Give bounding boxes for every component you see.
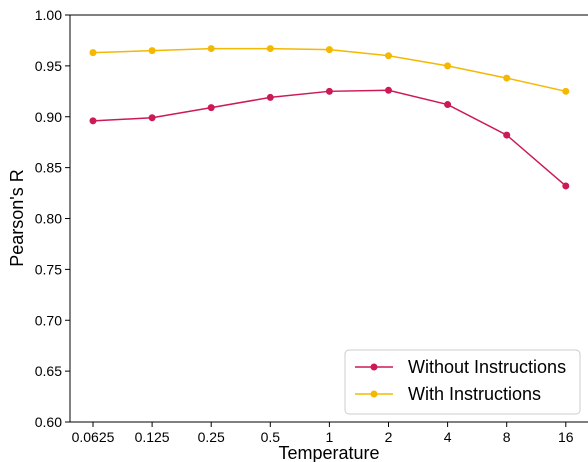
data-point-with-instructions bbox=[148, 47, 156, 55]
x-tick-label: 0.0625 bbox=[72, 429, 115, 445]
x-tick-label: 0.125 bbox=[135, 429, 170, 445]
data-point-with-instructions bbox=[89, 49, 97, 57]
y-tick-label: 0.75 bbox=[35, 261, 62, 277]
legend-marker-without-instructions bbox=[370, 363, 378, 371]
legend: Without Instructions With Instructions bbox=[344, 349, 581, 415]
y-tick-label: 0.65 bbox=[35, 363, 62, 379]
data-point-without-instructions bbox=[385, 86, 392, 94]
data-point-with-instructions bbox=[325, 46, 333, 54]
data-point-with-instructions bbox=[503, 74, 511, 82]
y-tick-label: 0.85 bbox=[35, 160, 62, 176]
y-tick-label: 0.60 bbox=[35, 414, 62, 430]
x-tick-label: 4 bbox=[444, 429, 452, 445]
x-tick-label: 0.5 bbox=[261, 429, 281, 445]
y-tick-label: 0.70 bbox=[35, 312, 62, 328]
y-axis-title: Pearson's R bbox=[7, 169, 27, 266]
data-point-without-instructions bbox=[562, 182, 570, 190]
data-point-without-instructions bbox=[89, 117, 97, 125]
legend-marker-with-instructions bbox=[370, 390, 378, 398]
y-tick-label: 0.80 bbox=[35, 211, 62, 227]
series-line-without-instructions bbox=[92, 89, 567, 187]
data-point-with-instructions bbox=[562, 87, 570, 95]
legend-box bbox=[344, 349, 581, 415]
data-point-with-instructions bbox=[385, 52, 392, 60]
legend-label-without-instructions: Without Instructions bbox=[408, 357, 566, 377]
data-point-without-instructions bbox=[503, 131, 511, 139]
y-axis: 0.60 0.65 0.70 0.75 0.80 0.85 0.90 0.95 1.00 bbox=[35, 7, 70, 430]
data-point-without-instructions bbox=[266, 93, 274, 101]
series-line-with-instructions bbox=[92, 47, 566, 93]
y-tick-label: 1.00 bbox=[35, 7, 62, 23]
x-tick-label: 1 bbox=[326, 429, 334, 445]
data-point-without-instructions bbox=[207, 104, 215, 112]
x-axis-title: Temperature bbox=[278, 443, 379, 462]
x-tick-label: 0.25 bbox=[198, 429, 225, 445]
series-layer bbox=[89, 45, 570, 190]
x-tick-label: 8 bbox=[503, 429, 511, 445]
y-tick-label: 0.95 bbox=[35, 58, 62, 74]
data-point-without-instructions bbox=[325, 87, 333, 95]
data-point-with-instructions bbox=[207, 45, 215, 53]
data-point-without-instructions bbox=[148, 114, 156, 122]
legend-entry-without-instructions: Without Instructions bbox=[355, 357, 566, 377]
data-point-without-instructions bbox=[444, 101, 452, 109]
data-point-with-instructions bbox=[444, 62, 452, 70]
x-tick-label: 2 bbox=[385, 429, 393, 445]
data-point-with-instructions bbox=[266, 45, 274, 53]
legend-entry-with-instructions: With Instructions bbox=[355, 384, 541, 404]
y-tick-label: 0.90 bbox=[35, 109, 62, 125]
x-tick-label: 16 bbox=[558, 429, 574, 445]
x-axis: 0.0625 0.125 0.25 0.5 1 2 4 8 16 bbox=[72, 422, 574, 445]
legend-label-with-instructions: With Instructions bbox=[408, 384, 541, 404]
